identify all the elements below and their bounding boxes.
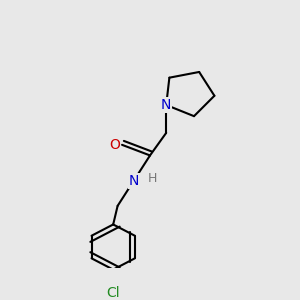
Text: N: N [129, 174, 139, 188]
Text: Cl: Cl [106, 286, 120, 300]
Text: N: N [161, 98, 171, 112]
Text: H: H [147, 172, 157, 185]
Text: O: O [109, 138, 120, 152]
